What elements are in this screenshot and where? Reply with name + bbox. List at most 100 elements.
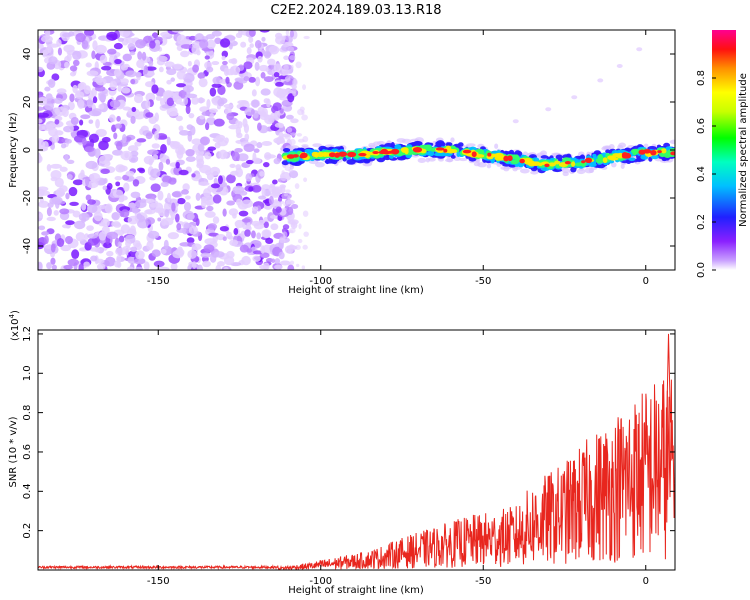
spectrogram-noise-blob: [291, 204, 299, 209]
spectrogram-noise-blob: [73, 220, 86, 230]
spectrogram-noise-blob: [251, 99, 260, 108]
spectrogram-noise-blob: [118, 235, 125, 243]
spectrogram-noise-blob: [184, 202, 192, 212]
spectrogram-faint-trace: [597, 78, 604, 83]
spectrogram-signal-blob: [661, 157, 668, 162]
spectrogram-noise-blob: [191, 261, 197, 269]
spectrogram-noise-blob: [176, 70, 186, 80]
spectrogram-noise-blob: [94, 44, 107, 55]
spectrogram-noise-blob: [85, 176, 90, 187]
spectrogram-signal-blob: [618, 142, 627, 148]
spectrogram-noise-blob: [86, 204, 98, 214]
spectrogram-signal-blob: [611, 162, 617, 168]
spectrogram-noise-blob: [299, 106, 305, 112]
spectrogram-noise-blob: [191, 96, 199, 105]
spectrogram-noise-blob: [88, 110, 101, 117]
spectrogram-noise-blob: [48, 127, 58, 137]
spectrogram-noise-blob: [297, 238, 303, 244]
spectrogram-noise-blob: [138, 111, 144, 116]
spectrogram-noise-blob: [169, 111, 179, 116]
spectrogram-signal-blob: [368, 142, 376, 148]
spectrogram-noise-blob: [67, 258, 79, 267]
spectrogram-noise-blob: [177, 144, 185, 154]
spectrogram-noise-blob: [143, 198, 155, 204]
spectrogram-noise-blob: [285, 30, 290, 36]
spectrogram-noise-blob: [44, 86, 51, 92]
spectrogram-noise-blob: [225, 76, 230, 85]
spectrogram-signal-blob: [650, 149, 657, 156]
spectrogram-noise-blob: [271, 187, 281, 197]
spectrogram-noise-blob: [147, 230, 160, 239]
spectrogram-noise-blob: [209, 113, 215, 119]
spectrogram-noise-blob: [102, 185, 108, 191]
spectrogram-noise-blob: [92, 40, 98, 51]
spectrogram-noise-blob: [83, 30, 95, 37]
spectrogram-panel: -150 -100 -50 0 -40 -20 0 20 40 Height of strai…: [8, 29, 749, 296]
spectrogram-signal-blob: [643, 143, 649, 148]
spectrogram-noise-blob: [50, 163, 62, 169]
spectrogram-noise-blob: [207, 223, 218, 231]
spectrogram-noise-blob: [257, 55, 263, 63]
spectrogram-noise-blob: [78, 263, 84, 270]
spectrogram-noise-blob: [287, 248, 292, 254]
spectrogram-noise-blob: [65, 235, 73, 245]
spectrogram-noise-blob: [47, 202, 54, 208]
spectrogram-noise-blob: [155, 95, 162, 101]
spectrogram-noise-blob: [183, 96, 189, 106]
spectrogram-noise-blob: [117, 99, 126, 108]
spectrogram-noise-blob: [283, 55, 290, 61]
spectrogram-noise-blob: [130, 115, 136, 124]
spectrogram-signal-blob: [578, 155, 584, 160]
spectrogram-noise-blob: [269, 214, 280, 219]
spectrogram-noise-blob: [195, 218, 200, 226]
spectrogram-noise-blob: [147, 149, 159, 156]
spectrogram-signal-blob: [477, 162, 487, 168]
spectrogram-noise-blob: [301, 265, 306, 270]
spectrogram-noise-blob: [259, 252, 270, 259]
spectrogram-noise-blob: [40, 35, 53, 43]
spectrogram-noise-blob: [254, 61, 260, 71]
spectrogram-noise-blob: [151, 249, 161, 257]
spectrogram-signal-blob: [314, 161, 325, 168]
spectrogram-noise-blob: [192, 64, 199, 73]
spectrogram-noise-blob: [104, 203, 113, 214]
y-tick-label: 1.0: [22, 365, 33, 381]
spectrogram-noise-blob: [60, 244, 72, 252]
spectrogram-noise-blob: [166, 97, 175, 107]
spectrogram-noise-blob: [38, 186, 49, 192]
spectrogram-noise-blob: [131, 106, 137, 113]
spectrogram-noise-blob: [291, 245, 297, 250]
spectrogram-signal-blob: [446, 142, 453, 147]
spectrogram-noise-blob: [83, 85, 91, 95]
spectrogram-signal-blob: [486, 164, 492, 169]
spectrogram-noise-blob: [87, 199, 97, 205]
spectrogram-noise-blob: [245, 159, 254, 165]
spectrogram-noise-blob: [94, 247, 101, 253]
spectrogram-noise-blob: [204, 210, 216, 218]
spectrogram-noise-blob: [285, 199, 295, 205]
spectrogram-noise-blob: [56, 39, 62, 47]
spectrogram-noise-blob: [210, 183, 220, 189]
spectrogram-noise-blob: [176, 223, 182, 231]
spectrogram-noise-blob: [183, 72, 195, 83]
spectrogram-noise-blob: [77, 82, 85, 90]
spectrogram-noise-blob: [114, 123, 123, 129]
spectrogram-noise-blob: [186, 237, 195, 244]
spectrogram-noise-blob: [46, 207, 52, 217]
spectrogram-signal-blob: [425, 151, 433, 156]
spectrogram-noise-blob: [273, 63, 282, 73]
spectrogram-noise-blob: [156, 55, 168, 62]
spectrogram-noise-blob: [92, 96, 98, 104]
spectrogram-noise-blob: [151, 143, 160, 149]
spectrogram-noise-blob: [114, 175, 122, 181]
spectrogram-noise-blob: [111, 221, 116, 227]
spectrogram-noise-blob: [256, 232, 262, 240]
spectrogram-noise-blob: [287, 264, 295, 270]
spectrogram-noise-blob: [271, 258, 276, 263]
spectrogram-noise-blob: [283, 203, 289, 207]
spectrogram-noise-blob: [127, 145, 139, 152]
spectrogram-noise-blob: [296, 263, 300, 268]
spectrogram-noise-blob: [129, 51, 136, 56]
spectrogram-noise-blob: [38, 106, 45, 111]
spectrogram-noise-blob: [146, 240, 154, 251]
